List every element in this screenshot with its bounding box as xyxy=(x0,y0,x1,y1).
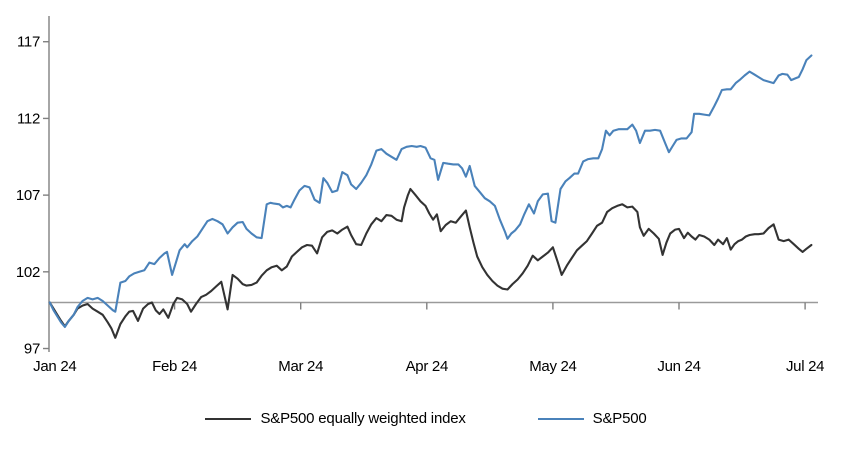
x-tick-label: Jan 24 xyxy=(33,358,76,375)
x-tick-label: Feb 24 xyxy=(152,358,197,375)
legend-item-sp500-equal-weight: S&P500 equally weighted index xyxy=(205,410,466,427)
chart-canvas: 97 102 107 112 117 Jan 24 Feb 24 Mar 24 Apr 24 Ma… xyxy=(16,16,825,375)
y-tick-label: 102 xyxy=(16,264,40,281)
x-tick-label: Mar 24 xyxy=(278,358,323,375)
x-tick-label: Apr 24 xyxy=(406,358,448,375)
line-chart: 97 102 107 112 117 Jan 24 Feb 24 Mar 24 Apr 24 Ma… xyxy=(16,16,825,375)
legend-item-sp500: S&P500 xyxy=(537,410,647,427)
series-line-sp500 xyxy=(48,54,813,329)
legend-label-sp500: S&P500 xyxy=(592,410,647,427)
legend-swatch-sp500-equal-weight xyxy=(205,417,252,420)
x-tick-label: May 24 xyxy=(529,358,576,375)
y-tick-label: 112 xyxy=(17,110,40,127)
y-tick-label: 97 xyxy=(24,341,40,358)
chart-legend: S&P500 equally weighted index S&P500 xyxy=(0,410,852,427)
x-tick-label: Jun 24 xyxy=(657,358,700,375)
series-line-sp500_ew xyxy=(48,187,813,339)
legend-swatch-sp500 xyxy=(537,417,584,420)
x-tick-label: Jul 24 xyxy=(786,358,824,375)
y-tick-label: 107 xyxy=(16,187,40,204)
legend-label-sp500-equal-weight: S&P500 equally weighted index xyxy=(260,410,466,427)
y-tick-label: 117 xyxy=(17,34,40,51)
